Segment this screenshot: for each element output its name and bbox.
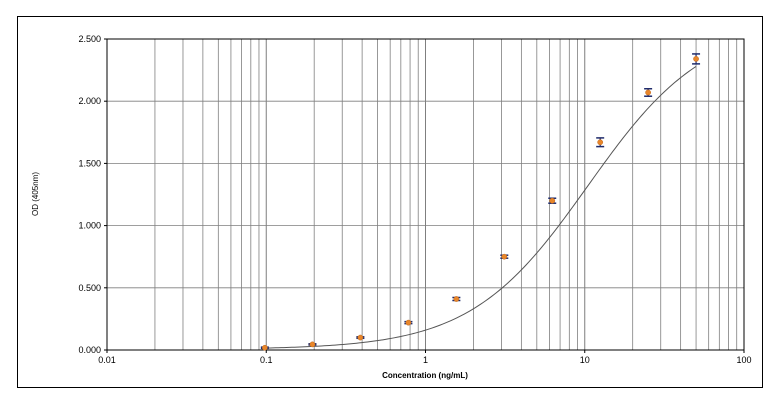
gridlines [106, 38, 744, 351]
data-point [645, 89, 651, 96]
y-tick-label: 1.000 [78, 221, 101, 231]
x-tick-label: 1 [423, 355, 428, 365]
data-points [262, 56, 699, 351]
x-tick-label: 10 [580, 355, 590, 365]
x-tick-label: 0.1 [260, 355, 273, 365]
x-tick-label: 100 [736, 355, 751, 365]
y-tick-label: 2.500 [78, 34, 101, 44]
data-point [597, 139, 604, 146]
y-tick-label: 2.000 [78, 96, 101, 106]
y-tick-label: 1.500 [78, 158, 101, 168]
data-point [357, 334, 364, 341]
data-point [693, 56, 699, 62]
data-point [405, 319, 412, 326]
data-point [549, 197, 556, 204]
data-point [309, 341, 316, 348]
x-tick-labels: 0.01 0.1 1 10 100 [98, 350, 752, 365]
fit-curve-line [264, 66, 697, 349]
standard-curve-chart: 0.01 0.1 1 10 100 0.000 0.500 1.000 1.500 2.000 2… [31, 34, 752, 380]
y-tick-label: 0.500 [78, 283, 101, 293]
y-axis-title: OD (405nm) [31, 172, 40, 216]
x-tick-label: 0.01 [98, 355, 116, 365]
y-tick-labels: 0.000 0.500 1.000 1.500 2.000 2.500 [78, 34, 107, 355]
data-point [453, 296, 460, 302]
data-point [262, 344, 268, 351]
x-axis-title: Concentration (ng/mL) [382, 371, 468, 380]
data-point [501, 253, 508, 260]
chart-frame: 0.01 0.1 1 10 100 0.000 0.500 1.000 1.500 2.000 2… [17, 16, 763, 388]
y-tick-label: 0.000 [78, 345, 101, 355]
